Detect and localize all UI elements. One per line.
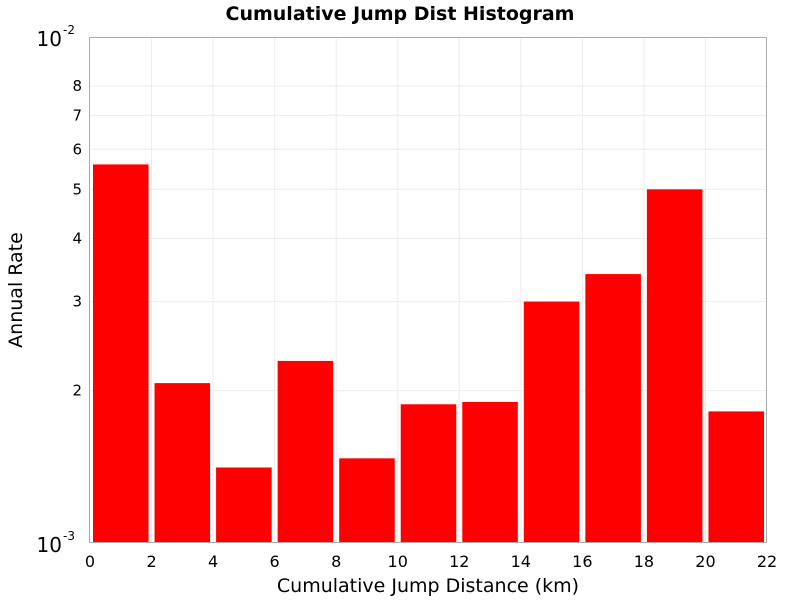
- x-tick-label: 22: [757, 552, 777, 571]
- bar: [154, 383, 211, 543]
- y-tick-label-exponent: -2: [63, 23, 75, 37]
- bar: [277, 360, 334, 543]
- x-tick-label: 20: [695, 552, 715, 571]
- bars: [93, 164, 764, 544]
- y-tick-label-exponent: -3: [63, 529, 75, 543]
- bar: [93, 164, 149, 543]
- x-tick-label: 2: [146, 552, 156, 571]
- x-tick-label: 0: [85, 552, 95, 571]
- y-tick-label: 2: [72, 382, 82, 400]
- bar: [216, 467, 272, 543]
- bar: [400, 404, 457, 543]
- y-tick-label: 4: [72, 229, 82, 247]
- x-axis-ticks: 0 2 4 6 8 10 12 14 16 18 20 22: [85, 552, 777, 571]
- x-tick-label: 6: [270, 552, 280, 571]
- bar: [585, 274, 641, 543]
- bar: [523, 301, 580, 543]
- y-axis-label: Annual Rate: [5, 232, 27, 348]
- y-tick-label: 3: [72, 293, 82, 311]
- y-tick-label: 5: [72, 180, 82, 198]
- x-tick-label: 4: [208, 552, 218, 571]
- y-tick-label: 6: [72, 140, 82, 158]
- bar: [462, 401, 518, 543]
- x-tick-label: 10: [388, 552, 408, 571]
- bar: [646, 189, 703, 544]
- y-tick-label: 7: [72, 106, 82, 124]
- chart-title: Cumulative Jump Dist Histogram: [226, 3, 575, 25]
- x-axis-label: Cumulative Jump Distance (km): [277, 575, 579, 597]
- x-tick-label: 14: [511, 552, 531, 571]
- bar: [339, 458, 395, 543]
- y-tick-label-base: 10: [37, 27, 62, 51]
- bar: [708, 411, 764, 543]
- x-tick-label: 16: [572, 552, 592, 571]
- y-tick-label-base: 10: [37, 533, 62, 557]
- x-tick-label: 12: [449, 552, 469, 571]
- x-tick-label: 18: [634, 552, 654, 571]
- plot-frame: [89, 37, 767, 543]
- y-tick-label: 8: [72, 77, 82, 95]
- x-tick-label: 8: [331, 552, 341, 571]
